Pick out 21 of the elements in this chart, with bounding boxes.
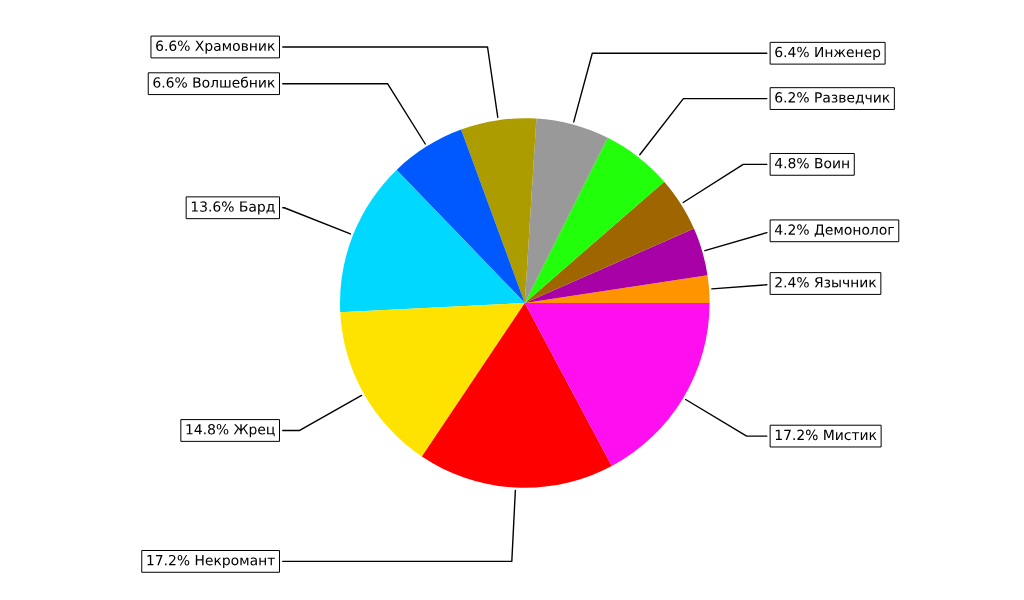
pie-slice [524,228,708,303]
pie-slice [340,303,525,457]
pie-slice [524,137,665,303]
pie-slice [524,118,608,303]
slice-label: 14.8% Жрец [186,424,275,438]
slice-label: 17.2% Некромант [147,554,275,569]
pie-slice [421,303,612,488]
slice-label: 6.6% Волшебник [153,76,275,88]
slice-label: 4.2% Демонолог [774,224,894,237]
pie-slice [340,169,525,313]
slice-label: 4.8% Воин [774,157,849,169]
slice-label: 6.6% Храмовник [156,40,275,54]
pie-slice [524,181,694,303]
slice-label: 17.2% Мистик [775,429,877,441]
pie-slice [461,118,537,303]
slice-label: 2.4% Язычник [775,277,877,288]
slice-label: 6.4% Инженер [775,46,881,60]
pie-slice [524,303,710,467]
slice-label: 6.2% Разведчик [775,92,890,105]
slice-label: 13.6% Бард [191,201,275,215]
pie-slice [396,129,525,303]
